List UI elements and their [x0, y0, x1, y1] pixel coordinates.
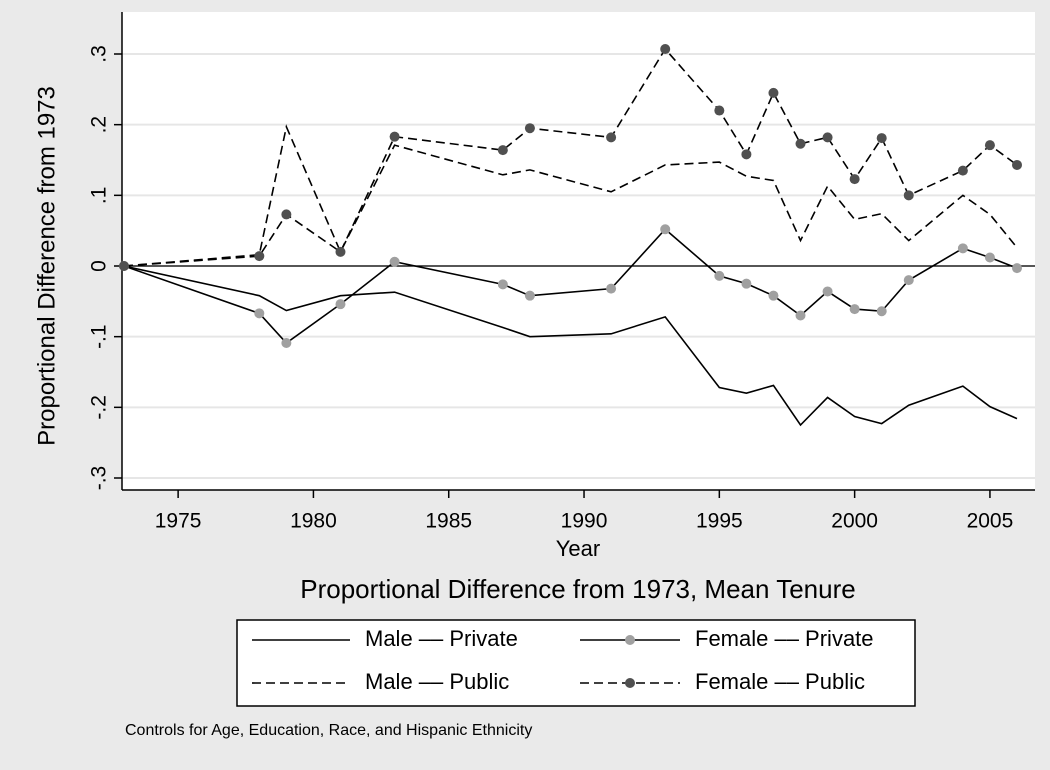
point	[119, 261, 129, 271]
y-axis-title: Proportional Difference from 1973	[33, 86, 60, 446]
point	[389, 131, 400, 142]
x-tick-label: 1985	[425, 510, 472, 533]
legend-box	[236, 619, 916, 707]
x-tick-label: 1990	[561, 510, 608, 533]
legend-label: Male –– Private	[365, 626, 518, 651]
y-tick-label: .2	[88, 116, 111, 134]
y-tick-label: 0	[88, 260, 111, 272]
point	[335, 246, 346, 257]
point	[741, 278, 752, 289]
point	[660, 44, 671, 55]
point	[903, 190, 914, 201]
legend-label: Female –– Public	[695, 669, 865, 694]
point	[606, 132, 617, 143]
point	[822, 286, 833, 297]
point	[849, 304, 860, 315]
plot-area	[122, 12, 1035, 490]
legend-marker	[625, 635, 635, 645]
point	[714, 105, 725, 116]
x-tick-label: 1980	[290, 510, 337, 533]
y-tick-label: -.2	[88, 395, 111, 420]
point	[524, 290, 535, 301]
point	[281, 209, 292, 220]
x-tick-label: 2000	[831, 510, 878, 533]
point	[1012, 159, 1022, 170]
series-line	[123, 265, 1018, 427]
series-line	[123, 228, 1018, 345]
legend-label: Female –– Private	[695, 626, 874, 651]
y-tick-label: -.3	[88, 466, 111, 491]
point	[606, 283, 617, 294]
point	[524, 123, 535, 134]
chart-title: Proportional Difference from 1973, Mean …	[300, 574, 855, 604]
note: Controls for Age, Education, Race, and H…	[125, 722, 532, 739]
x-tick-label: 1975	[155, 510, 202, 533]
point	[849, 174, 860, 185]
x-tick-label: 2005	[967, 510, 1014, 533]
legend-marker	[625, 678, 635, 688]
point	[903, 275, 914, 286]
point	[335, 299, 346, 310]
y-tick-label: .3	[88, 45, 111, 63]
point	[768, 87, 779, 98]
point	[957, 243, 968, 254]
point	[795, 310, 806, 321]
point	[254, 308, 265, 319]
legend-label: Male –– Public	[365, 669, 509, 694]
point	[714, 270, 725, 281]
y-tick-label: .1	[88, 187, 111, 205]
point	[984, 140, 995, 151]
point	[795, 138, 806, 149]
point	[254, 251, 265, 262]
point	[768, 290, 779, 301]
point	[984, 252, 995, 263]
point	[876, 133, 887, 144]
point	[822, 132, 833, 143]
y-tick-label: -.1	[88, 324, 111, 349]
point	[497, 145, 508, 156]
series-line	[123, 47, 1018, 267]
point	[660, 224, 671, 235]
point	[876, 306, 887, 317]
point	[1012, 263, 1022, 274]
point	[281, 338, 292, 349]
x-axis-title: Year	[556, 536, 600, 561]
point	[957, 165, 968, 176]
point	[389, 256, 400, 267]
point	[741, 149, 752, 160]
point	[497, 279, 508, 290]
x-tick-label: 1995	[696, 510, 743, 533]
